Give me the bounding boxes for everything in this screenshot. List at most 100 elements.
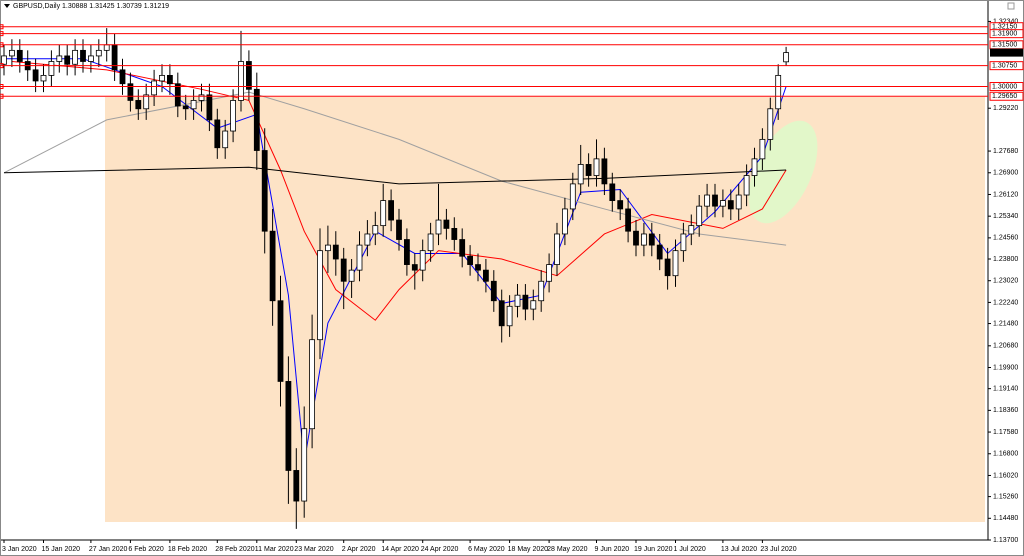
candle-body [704,194,710,207]
candle-body [554,233,560,265]
y-tick-label: 1.17580 [993,429,1018,436]
x-tick-label: 3 Jan 2020 [2,546,37,553]
candle-body [720,200,726,207]
x-tick-label: 11 Mar 2020 [255,546,294,553]
level-label: 1.30750 [992,63,1017,70]
x-tick-label: 23 Jul 2020 [760,546,796,553]
x-tick-label: 24 Apr 2020 [421,546,459,553]
candle-body [767,108,774,140]
x-tick-label: 18 May 2020 [508,546,549,553]
x-tick-label: 13 Jul 2020 [721,546,757,553]
candle-body [443,219,450,229]
candle-body [88,55,94,62]
candle-body [490,280,497,302]
candle-body [332,244,339,260]
y-tick-label: 1.23020 [993,278,1018,285]
candle-body [222,130,229,149]
level-label-box [989,91,1024,101]
y-tick-label: 1.16020 [993,472,1018,479]
candle-body [530,300,537,310]
candle-body [198,94,205,101]
candle-body [95,49,102,57]
candle-body [538,280,545,302]
candle-body [585,164,592,176]
level-label-box [989,61,1024,71]
candle-body [285,381,292,471]
y-tick-label: 1.29220 [993,105,1018,112]
window-button[interactable] [1007,2,1015,10]
indicator-line [3,91,787,246]
candle-body [403,239,410,265]
x-tick-label: 28 Feb 2020 [215,546,254,553]
candle-body [419,250,426,271]
indicator-line [3,166,787,185]
candle-body [364,233,371,246]
highlight-zone [105,97,985,522]
candle-body [593,158,600,176]
y-tick-label: 1.20680 [993,343,1018,350]
x-tick-label: 14 Apr 2020 [381,546,419,553]
candle-body [261,150,268,232]
candle-body [166,74,173,85]
candle-body [253,88,260,151]
candle-body [388,200,395,221]
candle-body [712,194,718,207]
candle-body [103,44,110,51]
candle-body [277,300,284,382]
menu-arrow[interactable] [4,4,10,8]
candle-body [127,83,134,101]
candle-body [48,61,55,76]
candle-body [680,233,687,252]
y-tick-label: 1.22240 [993,299,1018,306]
candle-body [206,94,213,121]
candle-body [238,61,244,101]
y-tick-label: 1.16800 [993,451,1018,458]
candle-body [735,194,742,210]
candle-body [348,269,355,282]
x-tick-label: 2 Apr 2020 [342,546,376,553]
level-label: 1.31500 [992,42,1017,49]
x-tick-label: 1 Jul 2020 [674,546,706,553]
candle-body [546,264,552,282]
candle-body [664,258,671,277]
level-label-box [989,82,1024,92]
x-tick-label: 6 May 2020 [468,546,505,553]
candle-body [143,94,150,110]
candle-body [135,100,142,110]
candle-body [506,305,513,327]
candle-body [562,208,568,235]
x-tick-label: 27 Jan 2020 [89,546,128,553]
y-tick-label: 1.19140 [993,385,1018,392]
candle-body [633,230,639,246]
level-label: 1.32150 [992,24,1017,31]
candle-body [672,250,679,277]
y-tick-label: 1.23800 [993,256,1018,263]
candle-body [32,69,39,82]
x-tick-label: 18 Feb 2020 [168,546,207,553]
candle-body [427,233,434,252]
candle-body [743,175,750,196]
candle-body [309,339,316,430]
candle-body [245,61,252,90]
candle-body [293,470,300,502]
y-tick-label: 1.25340 [993,213,1018,220]
level-label: 1.30000 [992,83,1017,90]
candle-body [475,264,481,271]
y-tick-label: 1.18360 [993,407,1018,414]
candle-body [356,244,363,271]
y-tick-label: 1.27680 [993,148,1018,155]
candle-body [72,49,78,65]
candle-body [514,294,521,307]
x-tick-label: 23 Mar 2020 [294,546,333,553]
candle-body [190,100,197,110]
candle-body [522,294,529,310]
candle-body [569,183,576,210]
x-tick-label: 15 Jan 2020 [42,546,81,553]
candle-body [340,258,347,282]
candle-body [617,200,624,210]
candle-body [80,49,86,62]
candle-body [269,230,276,302]
candle-body [577,164,584,185]
